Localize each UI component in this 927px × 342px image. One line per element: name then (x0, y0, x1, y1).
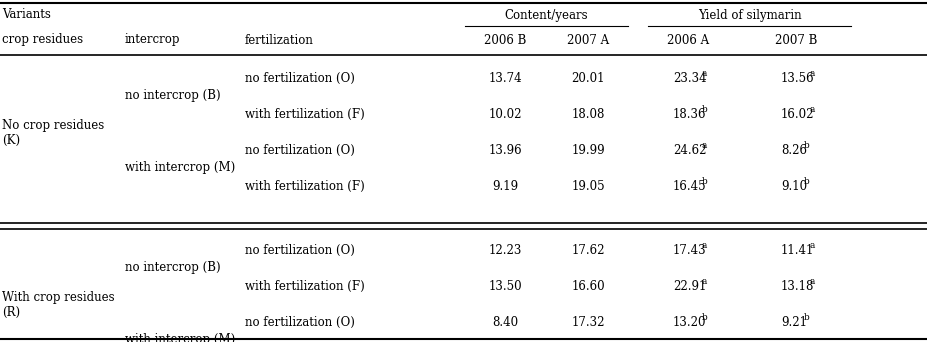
Text: 2007 A: 2007 A (566, 34, 608, 47)
Text: no fertilization (O): no fertilization (O) (245, 71, 354, 84)
Text: 8.26: 8.26 (781, 144, 806, 157)
Text: a: a (809, 277, 815, 287)
Text: with intercrop (M): with intercrop (M) (125, 161, 235, 174)
Text: Variants: Variants (2, 9, 51, 22)
Text: b: b (804, 314, 809, 323)
Text: b: b (701, 314, 707, 323)
Text: 19.05: 19.05 (571, 180, 604, 193)
Text: Yield of silymarin: Yield of silymarin (697, 9, 800, 22)
Text: 10.02: 10.02 (488, 107, 521, 120)
Text: no fertilization (O): no fertilization (O) (245, 316, 354, 329)
Text: 16.45: 16.45 (672, 180, 705, 193)
Text: 13.56: 13.56 (781, 71, 814, 84)
Text: b: b (701, 177, 707, 186)
Text: 20.01: 20.01 (571, 71, 604, 84)
Text: 2006 A: 2006 A (667, 34, 708, 47)
Text: 9.10: 9.10 (781, 180, 806, 193)
Text: with fertilization (F): with fertilization (F) (245, 107, 364, 120)
Text: with fertilization (F): with fertilization (F) (245, 180, 364, 193)
Text: 2007 B: 2007 B (774, 34, 817, 47)
Text: (K): (K) (2, 133, 20, 146)
Text: 13.50: 13.50 (488, 279, 521, 292)
Text: 22.91: 22.91 (672, 279, 705, 292)
Text: 2006 B: 2006 B (483, 34, 526, 47)
Text: 17.62: 17.62 (571, 244, 604, 256)
Text: 11.41: 11.41 (781, 244, 814, 256)
Text: 17.32: 17.32 (571, 316, 604, 329)
Text: 13.74: 13.74 (488, 71, 521, 84)
Text: b: b (701, 105, 707, 115)
Text: a: a (701, 142, 706, 150)
Text: a: a (809, 241, 815, 250)
Text: 19.99: 19.99 (571, 144, 604, 157)
Text: With crop residues: With crop residues (2, 291, 115, 304)
Text: with fertilization (F): with fertilization (F) (245, 279, 364, 292)
Text: a: a (701, 277, 706, 287)
Text: with intercrop (M): with intercrop (M) (125, 333, 235, 342)
Text: Content/years: Content/years (504, 9, 588, 22)
Text: 24.62: 24.62 (672, 144, 705, 157)
Text: 18.36: 18.36 (672, 107, 705, 120)
Text: (R): (R) (2, 305, 20, 318)
Text: 13.20: 13.20 (672, 316, 705, 329)
Text: 9.21: 9.21 (781, 316, 806, 329)
Text: 23.34: 23.34 (672, 71, 705, 84)
Text: b: b (804, 142, 809, 150)
Text: a: a (809, 105, 815, 115)
Text: 12.23: 12.23 (488, 244, 521, 256)
Text: intercrop: intercrop (125, 34, 181, 47)
Text: a: a (809, 69, 815, 79)
Text: no intercrop (B): no intercrop (B) (125, 262, 221, 275)
Text: crop residues: crop residues (2, 34, 83, 47)
Text: fertilization: fertilization (245, 34, 313, 47)
Text: a: a (701, 241, 706, 250)
Text: 16.02: 16.02 (781, 107, 814, 120)
Text: 16.60: 16.60 (571, 279, 604, 292)
Text: 9.19: 9.19 (491, 180, 517, 193)
Text: 8.40: 8.40 (491, 316, 517, 329)
Text: 17.43: 17.43 (672, 244, 705, 256)
Text: 13.18: 13.18 (781, 279, 814, 292)
Text: a: a (701, 69, 706, 79)
Text: No crop residues: No crop residues (2, 119, 104, 132)
Text: no fertilization (O): no fertilization (O) (245, 144, 354, 157)
Text: no fertilization (O): no fertilization (O) (245, 244, 354, 256)
Text: 18.08: 18.08 (571, 107, 604, 120)
Text: no intercrop (B): no intercrop (B) (125, 90, 221, 103)
Text: b: b (804, 177, 809, 186)
Text: 13.96: 13.96 (488, 144, 521, 157)
